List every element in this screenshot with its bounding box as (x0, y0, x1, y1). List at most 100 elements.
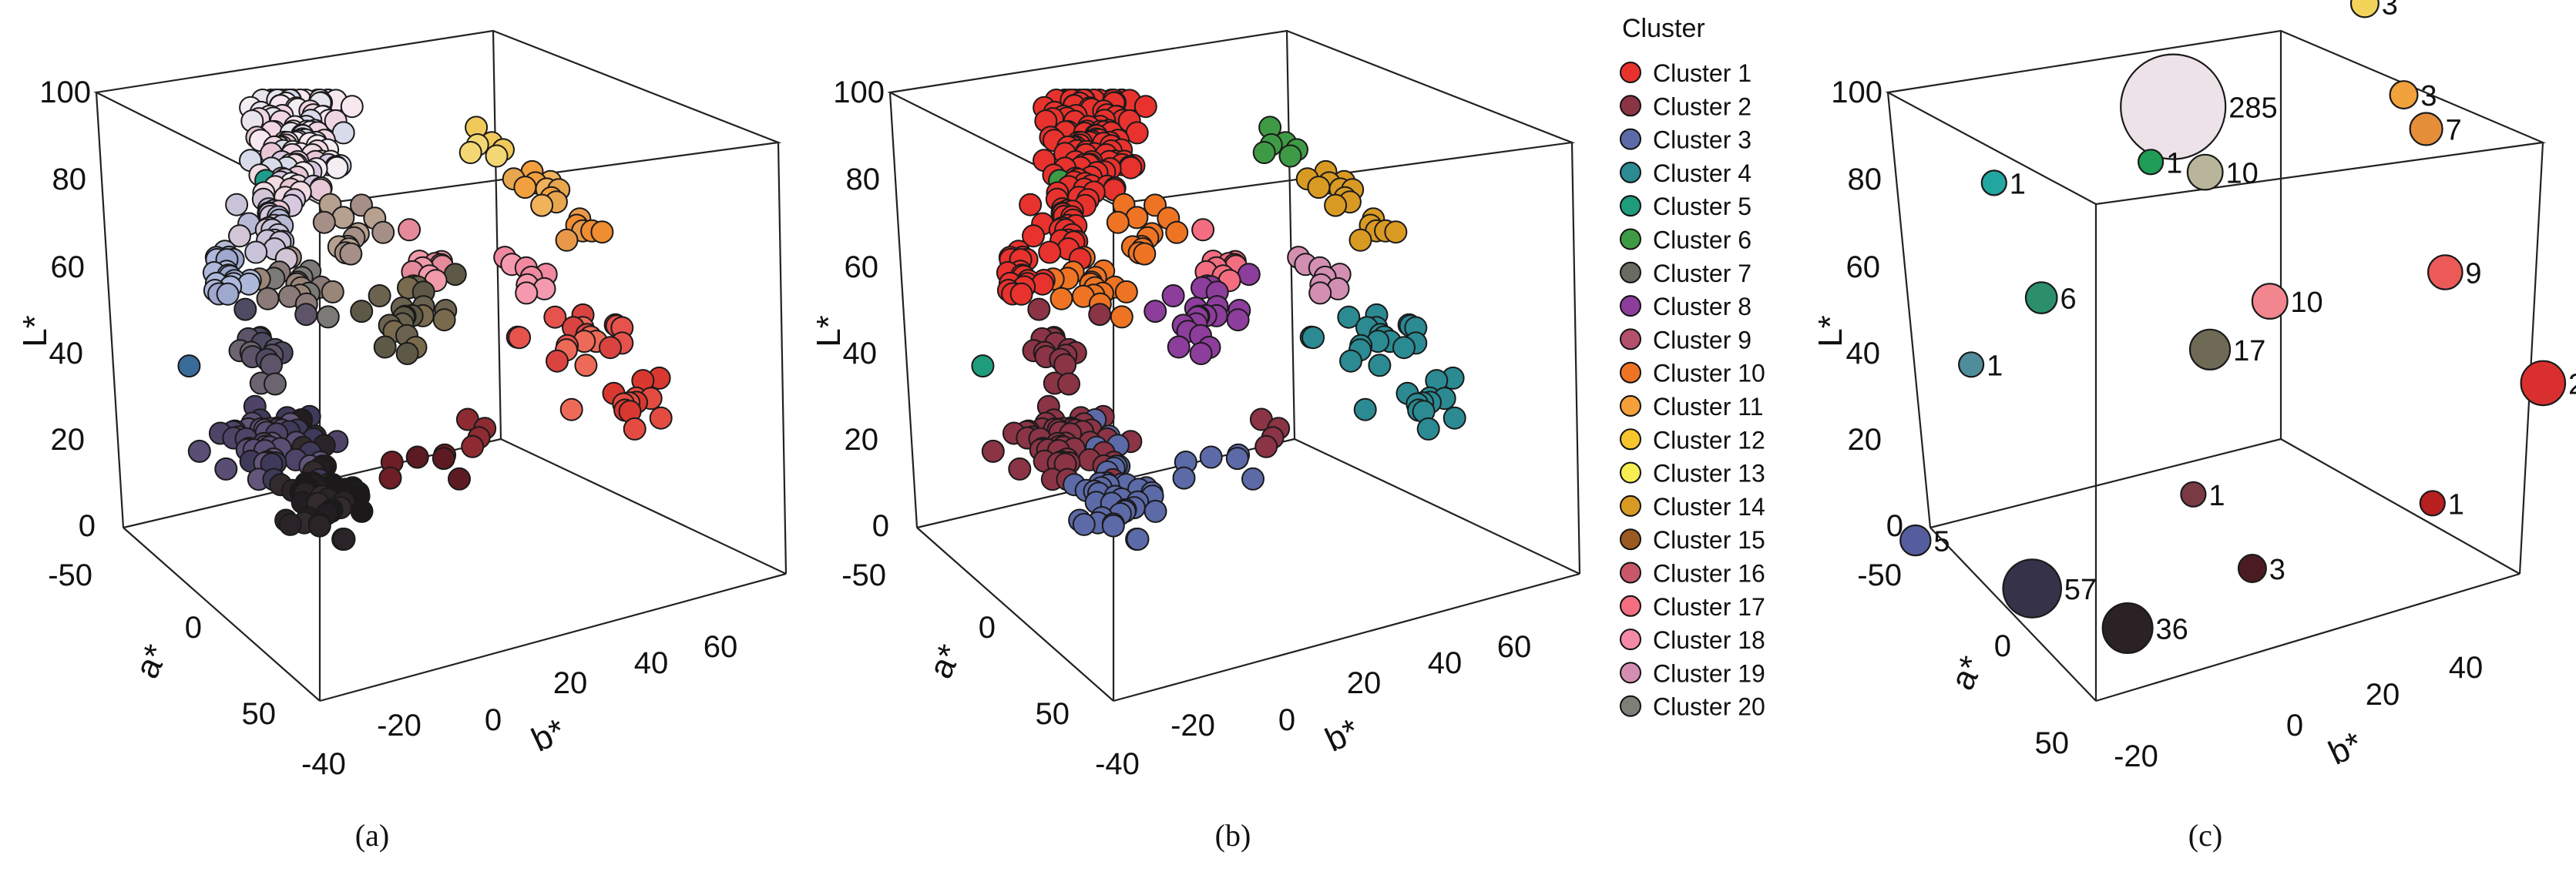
clustered-sample-point (1278, 144, 1302, 168)
panel-a-a-tick: 50 (242, 697, 277, 731)
legend-label: Cluster 13 (1653, 460, 1765, 488)
legend-swatch (1620, 195, 1641, 217)
colour-sample-point (264, 372, 287, 396)
legend-items: Cluster 1 Cluster 2 Cluster 3 Cluster 4 Clus… (1620, 59, 1765, 721)
colour-sample-point (331, 121, 355, 145)
clustered-sample-point (1106, 210, 1130, 234)
clustered-sample-point (1165, 220, 1189, 244)
panel-c-a-axis: -50 0 50 (1857, 558, 2069, 760)
cluster-centroid (2251, 283, 2289, 320)
clustered-sample-point (1101, 514, 1125, 538)
colour-sample-point (458, 141, 482, 164)
legend-swatch (1620, 95, 1641, 117)
clustered-sample-point (1019, 193, 1043, 216)
cluster-centroid (2188, 328, 2232, 370)
legend-swatch (1620, 62, 1641, 83)
panel-c-b-tick: 40 (2449, 651, 2484, 685)
clustered-sample-point (971, 354, 995, 378)
colour-sample-point (339, 242, 363, 266)
colour-sample-point (559, 397, 583, 421)
legend-label: Cluster 12 (1653, 426, 1765, 454)
clustered-sample-point (1191, 218, 1215, 242)
cluster-centroid (2002, 558, 2063, 619)
cluster-centroid (2138, 149, 2165, 176)
legend-swatch (1620, 461, 1641, 484)
centroid-count-label: 3 (2269, 554, 2285, 586)
colour-sample-point (214, 457, 238, 481)
cluster-centroid (2409, 112, 2443, 146)
clustered-sample-point (1348, 228, 1372, 252)
panel-b-b-label: b* (1320, 712, 1365, 759)
colour-sample-point (432, 308, 456, 332)
legend-title: Cluster (1622, 14, 1705, 43)
clustered-sample-point (1225, 447, 1249, 471)
centroid-count-label: 3 (2420, 80, 2437, 112)
clustered-sample-point (1009, 282, 1033, 306)
cluster-centroid (1980, 169, 2007, 196)
panel-b-l-label: L* (810, 315, 848, 347)
panel-c-a-tick: -50 (1857, 558, 1902, 592)
colour-sample-point (546, 349, 569, 373)
panel-a-a-axis: -50 0 50 (48, 558, 276, 731)
colour-sample-point (530, 193, 554, 217)
panel-b-l-tick: 20 (845, 423, 879, 457)
panel-c-l-label: L* (1812, 315, 1849, 347)
colour-sample-point (508, 326, 532, 350)
panel-b-a-tick: 50 (1036, 697, 1070, 731)
colour-sample-point (555, 228, 579, 252)
panel-c-l-tick: 0 (1886, 509, 1903, 543)
centroid-count-label: 17 (2233, 335, 2265, 367)
colour-sample-point (278, 512, 302, 536)
colour-sample-point (177, 354, 201, 378)
panel-b-b-tick: 60 (1497, 630, 1532, 664)
legend-label: Cluster 15 (1653, 526, 1765, 554)
panel-b-caption: (b) (1215, 818, 1251, 853)
panel-b-b-tick: 0 (1278, 703, 1295, 737)
panel-b-a-label: a* (922, 639, 969, 684)
legend-swatch (1620, 361, 1641, 384)
clustered-sample-point (1125, 121, 1149, 145)
colour-sample-point (371, 220, 395, 244)
panel-b-plot: 100 80 60 40 20 0 L* -50 0 50 a* -40 -20… (810, 29, 1581, 853)
centroid-count-label: 57 (2064, 574, 2097, 606)
legend-label: Cluster 1 (1653, 59, 1751, 87)
clustered-sample-point (1241, 467, 1264, 491)
panel-b-l-tick: 60 (845, 250, 879, 284)
clustered-sample-point (1392, 336, 1416, 360)
colour-sample-point (350, 499, 374, 523)
centroid-count-label: 36 (2156, 614, 2188, 646)
legend-swatch (1620, 595, 1641, 617)
colour-sample-point (443, 263, 467, 287)
colour-sample-point (228, 224, 251, 248)
legend-label: Cluster 6 (1653, 226, 1751, 254)
panel-c-l-tick: 100 (1831, 75, 1882, 109)
clustered-sample-point (1038, 240, 1062, 264)
colour-sample-point (515, 281, 539, 305)
colour-sample-point (321, 280, 344, 303)
panel-a-b-tick: 0 (485, 703, 502, 737)
panel-c-plot: 285111033761101792451573631 100 80 60 40… (1812, 0, 2576, 853)
panel-a-a-label: a* (128, 639, 176, 684)
centroid-count-label: 3 (2382, 0, 2398, 22)
clustered-sample-point (1252, 141, 1276, 164)
panel-c-centroids: 285111033761101792451573631 (1899, 0, 2576, 654)
cluster-centroid (2419, 490, 2446, 517)
panel-b-l-tick: 40 (843, 337, 878, 370)
panel-c-a-label: a* (1943, 651, 1991, 696)
cluster-centroid (1958, 351, 1985, 378)
clustered-sample-point (1088, 303, 1112, 327)
legend-swatch (1620, 428, 1641, 451)
clustered-sample-point (1324, 193, 1348, 217)
clustered-sample-point (1144, 499, 1167, 523)
colour-sample-point (599, 336, 622, 360)
panel-a-b-tick: -40 (301, 747, 346, 781)
cluster-centroid (2120, 53, 2227, 160)
panel-a-l-label: L* (16, 315, 54, 347)
colour-sample-point (233, 297, 257, 321)
panel-c-l-tick: 20 (1848, 423, 1882, 457)
panel-a-b-tick: 60 (704, 630, 738, 664)
panel-b-a-axis: -50 0 50 (841, 558, 1070, 731)
clustered-sample-point (981, 439, 1005, 463)
